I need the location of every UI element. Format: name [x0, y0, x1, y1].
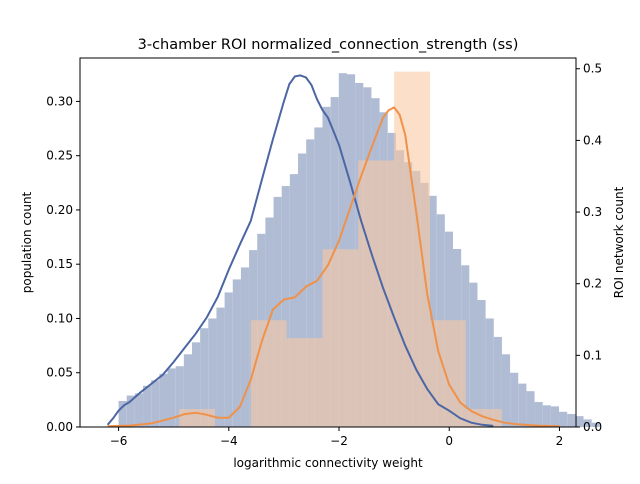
left-hist-bar [493, 336, 502, 427]
y2-tick-label: 0.3 [583, 205, 602, 219]
x-axis-ticks: −6 −4 −2 0 2 [110, 427, 564, 448]
left-kde-line [106, 74, 494, 427]
left-hist-bar [542, 405, 551, 427]
x-tick-label: 0 [445, 434, 453, 448]
x-axis-label: logarithmic connectivity weight [233, 456, 423, 470]
x-tick-label: −6 [110, 434, 128, 448]
y2-axis-ticks: 0.0 0.1 0.2 0.3 0.4 0.5 [576, 62, 602, 434]
y-tick-label: 0.20 [46, 203, 73, 217]
left-hist-bar [567, 413, 576, 427]
left-hist-bar [591, 422, 600, 427]
right-histogram [179, 71, 502, 428]
y-tick-label: 0.00 [46, 420, 73, 434]
right-hist-bar [394, 71, 430, 428]
y2-axis-label: ROI network count [612, 186, 626, 298]
left-hist-bar [232, 279, 241, 427]
left-hist-bar [526, 391, 535, 427]
left-hist-bar [477, 300, 486, 427]
left-hist-bar [534, 402, 543, 427]
y-tick-label: 0.10 [46, 311, 73, 325]
left-hist-bar [224, 292, 233, 427]
left-hist-bar [183, 354, 192, 427]
left-hist-bar [151, 380, 160, 427]
y-tick-label: 0.30 [46, 94, 73, 108]
left-hist-bar [240, 267, 250, 427]
left-hist-bar [191, 342, 201, 427]
left-hist-bar [118, 400, 127, 427]
left-hist-bar [510, 372, 519, 427]
left-hist-bar [469, 282, 478, 427]
left-hist-bar [159, 373, 168, 427]
left-hist-bar [518, 383, 527, 427]
left-hist-bar [208, 318, 217, 427]
y2-tick-label: 0.2 [583, 277, 602, 291]
y-tick-label: 0.25 [46, 149, 73, 163]
left-hist-bar [559, 411, 568, 427]
left-hist-bar [485, 318, 494, 427]
left-hist-bar [428, 195, 437, 427]
left-hist-bar [216, 307, 225, 427]
x-tick-label: −4 [220, 434, 238, 448]
left-hist-bar [273, 196, 282, 427]
right-hist-bar [250, 320, 287, 427]
y2-tick-label: 0.5 [583, 62, 602, 76]
y2-tick-label: 0.1 [583, 348, 602, 362]
left-hist-bar [126, 395, 135, 427]
y-axis-ticks: 0.00 0.05 0.10 0.15 0.20 0.25 0.30 [46, 94, 80, 434]
left-hist-bar [501, 354, 511, 427]
left-hist-bar [550, 406, 560, 427]
y2-tick-label: 0.4 [583, 133, 602, 147]
y-axis-label: population count [20, 191, 34, 293]
chart-title: 3-chamber ROI normalized_connection_stre… [138, 37, 519, 53]
right-hist-bar [286, 338, 323, 427]
left-hist-bar [583, 419, 592, 427]
right-hist-bar [322, 249, 359, 427]
left-hist-bar [306, 139, 315, 427]
y-tick-label: 0.05 [46, 366, 73, 380]
plot-frame [79, 57, 577, 428]
x-tick-label: −2 [330, 434, 348, 448]
left-hist-bar [281, 186, 290, 427]
right-hist-bar [358, 160, 395, 427]
y-tick-label: 0.15 [46, 257, 73, 271]
left-hist-bar [134, 393, 144, 427]
left-hist-bar [289, 174, 299, 427]
right-kde-line [107, 106, 560, 428]
left-hist-bar [143, 385, 152, 427]
left-hist-bar [575, 416, 584, 427]
left-hist-bar [200, 328, 209, 427]
left-hist-bar [167, 368, 176, 427]
y2-tick-label: 0.0 [583, 420, 602, 434]
right-hist-bar [179, 409, 216, 427]
left-hist-bar [175, 366, 184, 427]
x-tick-label: 2 [556, 434, 564, 448]
